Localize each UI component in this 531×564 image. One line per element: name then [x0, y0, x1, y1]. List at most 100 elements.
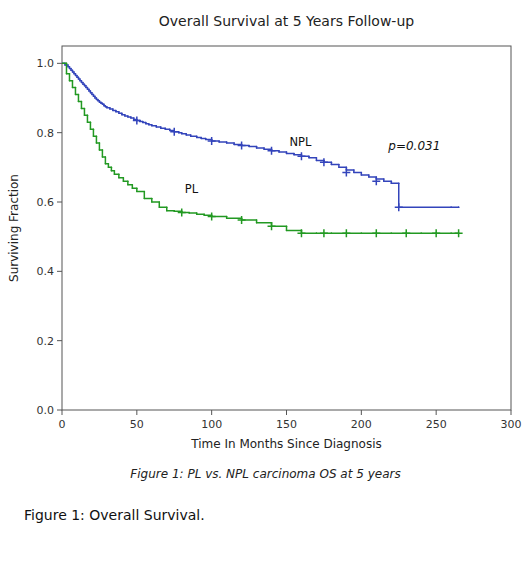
step-segment: [66, 73, 69, 75]
step-segment: [89, 90, 90, 92]
step-segment: [152, 125, 156, 127]
step-segment: [257, 222, 272, 224]
step-segment: [287, 153, 294, 155]
step-segment: [257, 147, 264, 149]
censor-mark: [402, 229, 410, 237]
step-riser: [93, 129, 95, 136]
step-segment: [279, 151, 286, 153]
step-segment: [264, 149, 271, 151]
chart-container: Overall Survival at 5 Years Follow-up 0 50…: [0, 0, 531, 564]
y-axis-label: Surviving Fraction: [7, 174, 21, 282]
step-segment: [161, 127, 165, 129]
step-segment: [132, 187, 136, 189]
step-segment: [98, 100, 99, 102]
step-riser: [78, 95, 80, 102]
step-riser: [87, 88, 89, 90]
plot-frame: [62, 46, 511, 410]
step-segment: [189, 212, 196, 214]
step-riser: [93, 95, 95, 97]
step-riser: [81, 81, 83, 83]
y-tick-label: 0.2: [37, 335, 55, 348]
step-riser: [72, 81, 74, 88]
step-segment: [116, 111, 119, 113]
step-segment: [81, 82, 82, 84]
step-segment: [128, 184, 132, 186]
x-tick-label: 0: [59, 418, 66, 431]
x-tick: [211, 410, 212, 415]
step-riser: [97, 99, 99, 100]
step-riser: [88, 89, 90, 91]
step-segment: [294, 154, 301, 156]
step-segment: [74, 73, 75, 75]
step-segment: [114, 174, 118, 176]
step-riser: [91, 93, 93, 95]
step-segment: [249, 146, 256, 148]
censor-mark: [297, 229, 305, 237]
title: Overall Survival at 5 Years Follow-up: [159, 13, 414, 29]
censor-mark: [455, 229, 463, 237]
step-segment: [384, 180, 391, 182]
step-segment: [391, 183, 398, 185]
step-riser: [75, 74, 77, 76]
x-tick-label: 50: [130, 418, 144, 431]
background: [0, 0, 531, 564]
step-segment: [191, 135, 197, 137]
step-segment: [93, 135, 96, 137]
survival-curve: [62, 63, 459, 207]
plot-area: [62, 63, 463, 237]
censor-series: [133, 117, 403, 212]
step-riser: [70, 69, 72, 71]
step-segment: [87, 122, 90, 124]
step-segment: [105, 163, 108, 165]
step-segment: [165, 128, 169, 130]
step-segment: [219, 141, 226, 143]
censor-mark: [297, 152, 305, 160]
caption: Figure 1: PL vs. NPL carcinoma OS at 5 y…: [130, 467, 400, 481]
step-riser: [76, 75, 78, 77]
y-tick-label: 0.6: [37, 196, 55, 209]
step-segment: [309, 157, 316, 159]
annotation: NPL: [289, 135, 312, 149]
step-segment: [159, 206, 166, 208]
step-segment: [81, 108, 84, 110]
x-tick-label: 300: [501, 418, 522, 431]
step-segment: [90, 92, 91, 94]
step-segment: [80, 80, 81, 82]
step-segment: [369, 176, 376, 178]
step-riser: [90, 122, 92, 129]
step-segment: [131, 117, 134, 119]
step-riser: [85, 86, 87, 88]
step-riser: [105, 106, 107, 107]
y-tick: [57, 63, 62, 64]
page: {"chart_data": { "type": "step", "title"…: [0, 0, 531, 564]
censor-mark: [395, 203, 403, 211]
step-segment: [346, 169, 353, 171]
step-segment: [102, 156, 105, 158]
step-riser: [96, 98, 98, 99]
step-segment: [144, 198, 151, 200]
step-segment: [84, 85, 85, 87]
step-segment: [110, 108, 113, 110]
step-segment: [227, 218, 242, 220]
step-segment: [197, 213, 204, 215]
censor-mark: [342, 169, 350, 177]
step-riser: [144, 192, 146, 199]
step-riser: [96, 136, 98, 143]
x-tick: [436, 410, 437, 415]
censor-mark: [320, 158, 328, 166]
x-axis-label: Time In Months Since Diagnosis: [190, 437, 382, 451]
step-segment: [197, 137, 201, 139]
censor-mark: [372, 229, 380, 237]
step-segment: [204, 214, 211, 216]
step-segment: [167, 210, 174, 212]
step-riser: [84, 108, 86, 115]
censor-mark: [342, 229, 350, 237]
x-tick: [286, 410, 287, 415]
step-segment: [87, 89, 88, 91]
censor-mark: [208, 137, 216, 145]
x-tick: [361, 410, 362, 415]
step-riser: [84, 84, 86, 86]
step-segment: [451, 206, 458, 208]
x-tick: [511, 410, 512, 415]
step-segment: [316, 160, 323, 162]
